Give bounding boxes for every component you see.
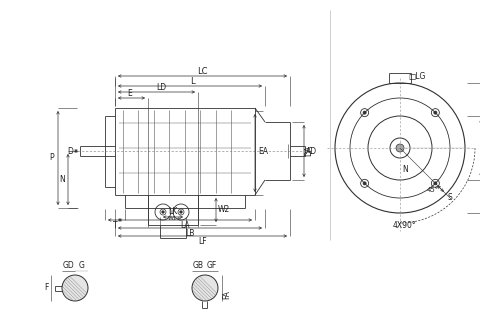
Text: P: P xyxy=(49,154,54,162)
Text: 45°: 45° xyxy=(425,187,438,193)
Circle shape xyxy=(180,211,182,213)
Circle shape xyxy=(433,111,436,114)
Text: N: N xyxy=(401,166,407,174)
Text: LB: LB xyxy=(185,230,194,238)
Text: GB: GB xyxy=(192,261,204,271)
Text: GD: GD xyxy=(62,261,74,271)
Text: LD: LD xyxy=(156,83,166,92)
Text: AD: AD xyxy=(306,148,317,156)
Text: LF: LF xyxy=(198,237,206,247)
Circle shape xyxy=(362,111,365,114)
Text: F: F xyxy=(44,283,48,293)
Circle shape xyxy=(395,144,403,152)
Polygon shape xyxy=(62,275,88,301)
Text: D: D xyxy=(67,147,73,155)
Circle shape xyxy=(161,211,164,213)
Circle shape xyxy=(433,182,436,185)
Text: 4X90°: 4X90° xyxy=(392,220,416,230)
Text: LC: LC xyxy=(197,67,207,75)
Text: GF: GF xyxy=(206,261,216,271)
Text: LA: LA xyxy=(180,221,190,231)
Text: W2: W2 xyxy=(217,206,229,215)
Text: N: N xyxy=(59,175,65,184)
Text: L: L xyxy=(189,76,194,86)
Text: EA: EA xyxy=(257,147,267,156)
Text: S: S xyxy=(447,194,451,202)
Polygon shape xyxy=(192,275,217,301)
Text: DA: DA xyxy=(304,146,313,156)
Text: FA: FA xyxy=(222,290,231,299)
Text: T: T xyxy=(112,221,117,231)
Text: □LG: □LG xyxy=(407,72,424,80)
Text: W1+: W1+ xyxy=(168,215,182,220)
Text: E: E xyxy=(127,89,132,97)
Text: LK: LK xyxy=(168,208,177,216)
Circle shape xyxy=(362,182,365,185)
Text: G: G xyxy=(78,261,84,271)
